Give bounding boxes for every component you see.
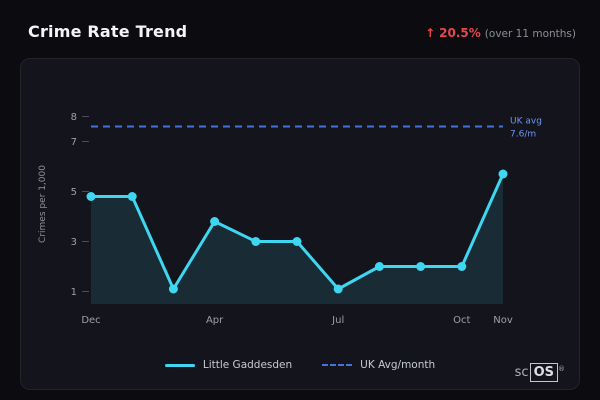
y-tick-label: 3 xyxy=(71,237,77,248)
uk-avg-label: 7.6/m xyxy=(510,130,536,140)
data-point[interactable] xyxy=(416,262,426,271)
trend-chart: 1 3 5 7 8 Crimes per 1,000 UK avg 7.6/m Dec Apr Ju… xyxy=(38,112,542,326)
scos-logo: sc OS ® xyxy=(514,363,565,382)
chart-legend: Little Gaddesden UK Avg/month xyxy=(21,359,579,371)
uk-avg-label: UK avg xyxy=(510,117,542,127)
data-point[interactable] xyxy=(374,262,384,271)
data-point[interactable] xyxy=(86,192,96,201)
legend-reference-label: UK Avg/month xyxy=(360,359,436,371)
data-point[interactable] xyxy=(210,217,220,226)
page-title: Crime Rate Trend xyxy=(28,22,188,41)
data-point[interactable] xyxy=(251,237,261,246)
y-axis-title: Crimes per 1,000 xyxy=(38,165,48,243)
chart-card: 1 3 5 7 8 Crimes per 1,000 UK avg 7.6/m Dec Apr Ju… xyxy=(20,58,580,390)
trend-up-arrow-icon: ↑ xyxy=(425,26,436,40)
trend-note: (over 11 months) xyxy=(484,28,576,40)
trend-stat: ↑ 20.5% (over 11 months) xyxy=(425,26,576,40)
y-tick-label: 7 xyxy=(71,137,77,148)
y-tick-label: 1 xyxy=(71,287,77,298)
y-tick-label: 5 xyxy=(71,187,77,198)
trend-value: 20.5% xyxy=(439,26,481,40)
data-point[interactable] xyxy=(168,284,178,294)
data-point[interactable] xyxy=(457,262,467,271)
reference-dash-swatch xyxy=(322,364,353,366)
series-line-swatch xyxy=(164,363,195,367)
area-fill xyxy=(91,174,503,304)
data-point[interactable] xyxy=(127,192,137,201)
legend-series-label: Little Gaddesden xyxy=(202,359,293,371)
legend-item-series[interactable]: Little Gaddesden xyxy=(164,359,293,371)
y-tick-label: 8 xyxy=(71,112,77,123)
x-tick-label: Oct xyxy=(453,315,470,326)
x-tick-label: Dec xyxy=(81,315,100,326)
logo-registered-mark: ® xyxy=(558,365,565,373)
x-tick-label: Apr xyxy=(206,315,224,326)
data-point[interactable] xyxy=(292,237,302,246)
logo-text-os: OS xyxy=(529,363,558,382)
data-point[interactable] xyxy=(333,284,343,294)
legend-item-reference[interactable]: UK Avg/month xyxy=(322,359,435,371)
data-point[interactable] xyxy=(498,169,508,179)
logo-text-sc: sc xyxy=(514,365,529,380)
x-tick-label: Jul xyxy=(331,315,344,326)
x-tick-label: Nov xyxy=(493,315,513,326)
